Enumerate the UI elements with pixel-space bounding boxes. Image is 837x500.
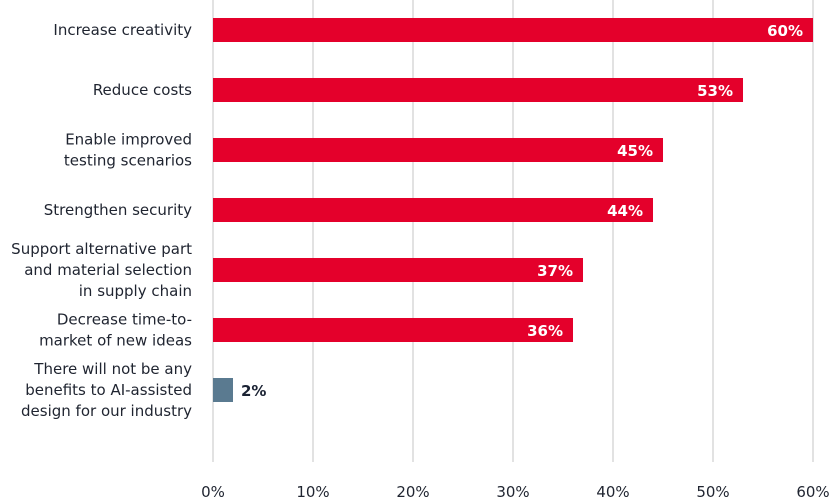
- x-tick-label: 20%: [396, 483, 429, 500]
- data-label: 2%: [241, 382, 266, 400]
- bar: [213, 18, 813, 42]
- x-tick-label: 40%: [596, 483, 629, 500]
- category-label: Decrease time-to-: [57, 311, 192, 329]
- category-label: Reduce costs: [93, 81, 192, 99]
- category-label: market of new ideas: [39, 332, 192, 350]
- category-label: Enable improved: [65, 131, 192, 149]
- category-label: Support alternative part: [11, 240, 192, 258]
- bars: 60% 53% 45% 44% 37% 36% 2%: [213, 18, 813, 402]
- category-label: testing scenarios: [64, 152, 192, 170]
- x-tick-label: 10%: [296, 483, 329, 500]
- data-label: 44%: [607, 202, 643, 220]
- bar: [213, 138, 663, 162]
- x-tick-label: 0%: [201, 483, 225, 500]
- data-label: 53%: [697, 82, 733, 100]
- x-tick-label: 30%: [496, 483, 529, 500]
- bar: [213, 258, 583, 282]
- category-label: and material selection: [24, 261, 192, 279]
- x-tick-label: 50%: [696, 483, 729, 500]
- bar: [213, 318, 573, 342]
- category-label: benefits to AI-assisted: [25, 381, 192, 399]
- data-label: 37%: [537, 262, 573, 280]
- data-label: 45%: [617, 142, 653, 160]
- x-tick-label: 60%: [796, 483, 829, 500]
- data-label: 36%: [527, 322, 563, 340]
- data-label: 60%: [767, 22, 803, 40]
- category-label: in supply chain: [79, 282, 192, 300]
- x-axis-tick-labels: 0% 10% 20% 30% 40% 50% 60%: [201, 483, 830, 500]
- category-label: Strengthen security: [44, 201, 192, 219]
- category-label: Increase creativity: [53, 21, 192, 39]
- category-labels: Increase creativity Reduce costs Enable im…: [11, 21, 192, 420]
- gridlines: [212, 0, 814, 462]
- bar: [213, 378, 233, 402]
- category-label: There will not be any: [33, 360, 192, 378]
- bar: [213, 78, 743, 102]
- bar: [213, 198, 653, 222]
- category-label: design for our industry: [21, 402, 192, 420]
